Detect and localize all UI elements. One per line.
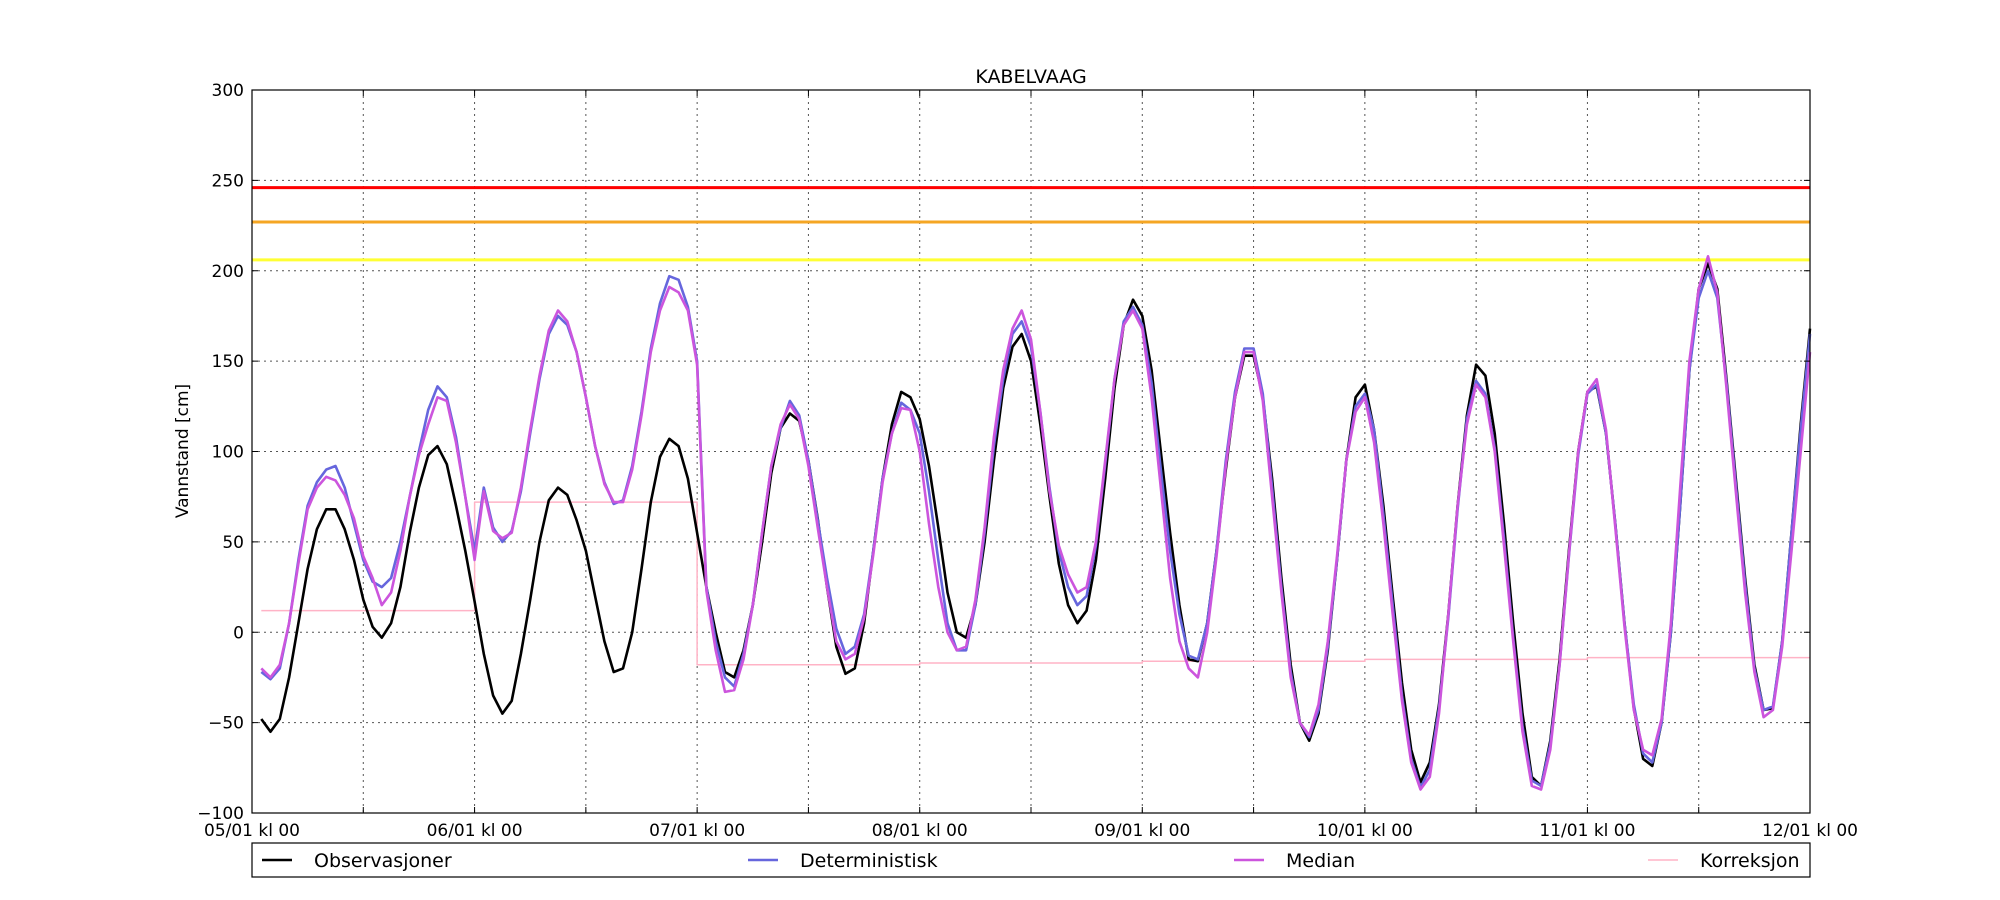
y-tick-label: 250 — [212, 171, 244, 191]
y-tick-label: 150 — [212, 352, 244, 372]
x-tick-label: 09/01 kl 00 — [1094, 821, 1190, 841]
legend: Observasjoner Deterministisk Median Korreks… — [251, 842, 1811, 878]
x-tick-label: 07/01 kl 00 — [649, 821, 745, 841]
y-tick-label: 200 — [212, 262, 244, 282]
legend-entry-label: Korreksjon — [1700, 850, 1800, 872]
grid-lines — [252, 90, 1810, 813]
y-tick-label: 300 — [212, 81, 244, 101]
x-tick-label: 08/01 kl 00 — [872, 821, 968, 841]
legend-entry-label: Deterministisk — [800, 850, 938, 872]
chart-title: KABELVAAG — [975, 66, 1086, 88]
x-tick-label: 11/01 kl 00 — [1539, 821, 1635, 841]
y-tick-label: 0 — [233, 623, 244, 643]
series-line-korreksjon — [261, 501, 1810, 666]
x-tick-label: 10/01 kl 00 — [1317, 821, 1413, 841]
x-axis-ticks: 05/01 kl 00 06/01 kl 00 07/01 kl 00 08/01 k… — [204, 90, 1858, 841]
y-axis-ticks: −100 −50 0 50 100 150 200 250 300 — [197, 81, 1810, 824]
x-tick-label: 06/01 kl 00 — [427, 821, 523, 841]
y-axis-label: Vannstand [cm] — [173, 384, 193, 518]
x-tick-label: 05/01 kl 00 — [204, 821, 300, 841]
y-tick-label: 50 — [222, 533, 244, 553]
legend-frame — [251, 842, 1811, 878]
legend-entry-label: Median — [1286, 850, 1355, 872]
x-tick-label: 12/01 kl 00 — [1762, 821, 1858, 841]
y-tick-label: −100 — [197, 804, 244, 824]
series-line-median — [260, 255, 1812, 791]
threshold-lines — [252, 186, 1810, 262]
legend-entry-label: Observasjoner — [314, 850, 452, 872]
y-tick-label: −50 — [208, 714, 244, 734]
series-lines — [260, 255, 1812, 791]
y-tick-label: 100 — [212, 443, 244, 463]
